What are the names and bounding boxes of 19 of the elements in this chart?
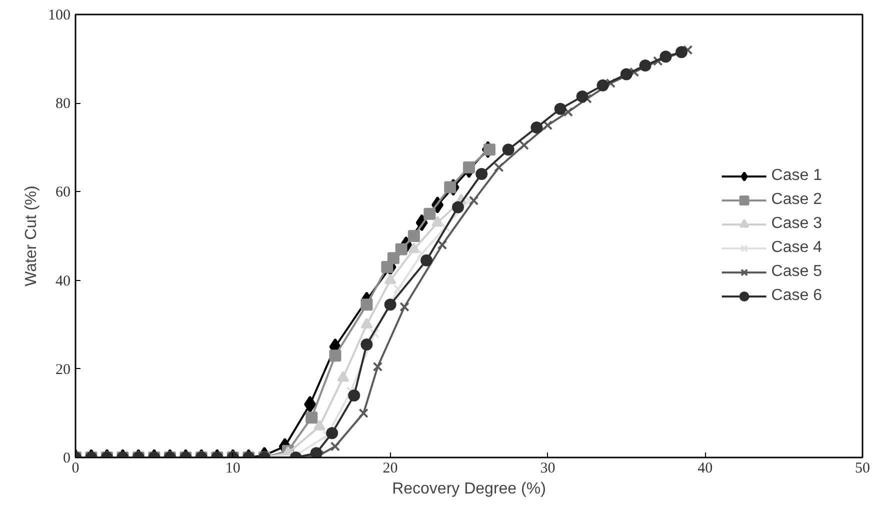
y-tick-label: 60 xyxy=(56,184,70,201)
y-tick-label: 40 xyxy=(56,273,70,290)
x-tick-label: 20 xyxy=(382,460,398,476)
y-tick-label: 100 xyxy=(48,8,70,24)
x-tick-label: 40 xyxy=(698,460,713,476)
y-tick-label: 0 xyxy=(63,450,70,466)
legend-label: Case 3 xyxy=(771,214,822,232)
x-axis-title: Recovery Degree (%) xyxy=(392,480,546,498)
x-tick-label: 30 xyxy=(540,460,556,476)
legend-label: Case 4 xyxy=(771,238,822,256)
x-tick-label: 50 xyxy=(855,460,870,476)
y-tick-label: 80 xyxy=(56,96,70,112)
legend-label: Case 2 xyxy=(771,190,822,208)
legend-label: Case 5 xyxy=(771,262,822,280)
x-tick-label: 10 xyxy=(225,460,240,476)
legend-label: Case 6 xyxy=(771,286,822,304)
y-axis-title: Water Cut (%) xyxy=(23,186,40,286)
legend-label: Case 1 xyxy=(771,166,822,184)
y-tick-label: 20 xyxy=(56,362,70,378)
